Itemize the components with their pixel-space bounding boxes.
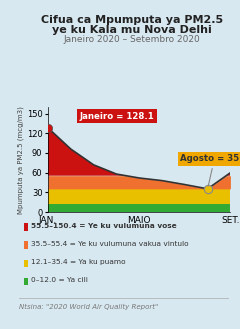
Y-axis label: Mpumputa ya PM2.5 (mcg/m3): Mpumputa ya PM2.5 (mcg/m3) <box>18 106 24 214</box>
Text: Cifua ca Mpumputa ya PM2.5: Cifua ca Mpumputa ya PM2.5 <box>41 15 223 25</box>
Text: Agosto = 35.5: Agosto = 35.5 <box>180 154 240 186</box>
Text: ye ku Kala mu Nova Delhi: ye ku Kala mu Nova Delhi <box>52 25 212 35</box>
Text: Ntsina: "2020 World Air Quality Report": Ntsina: "2020 World Air Quality Report" <box>19 304 158 311</box>
Text: Janeiro = 128.1: Janeiro = 128.1 <box>80 112 155 121</box>
Text: 0–12.0 = Ya cili: 0–12.0 = Ya cili <box>31 277 88 283</box>
Text: 35.5–55.4 = Ye ku vulumuna vakua vintulo: 35.5–55.4 = Ye ku vulumuna vakua vintulo <box>31 241 189 247</box>
Text: Janeiro 2020 – Setembro 2020: Janeiro 2020 – Setembro 2020 <box>64 35 200 43</box>
Text: 55.5–150.4 = Ye ku vulumuna vose: 55.5–150.4 = Ye ku vulumuna vose <box>31 223 177 229</box>
Text: 12.1–35.4 = Ya ku puamo: 12.1–35.4 = Ya ku puamo <box>31 259 126 265</box>
